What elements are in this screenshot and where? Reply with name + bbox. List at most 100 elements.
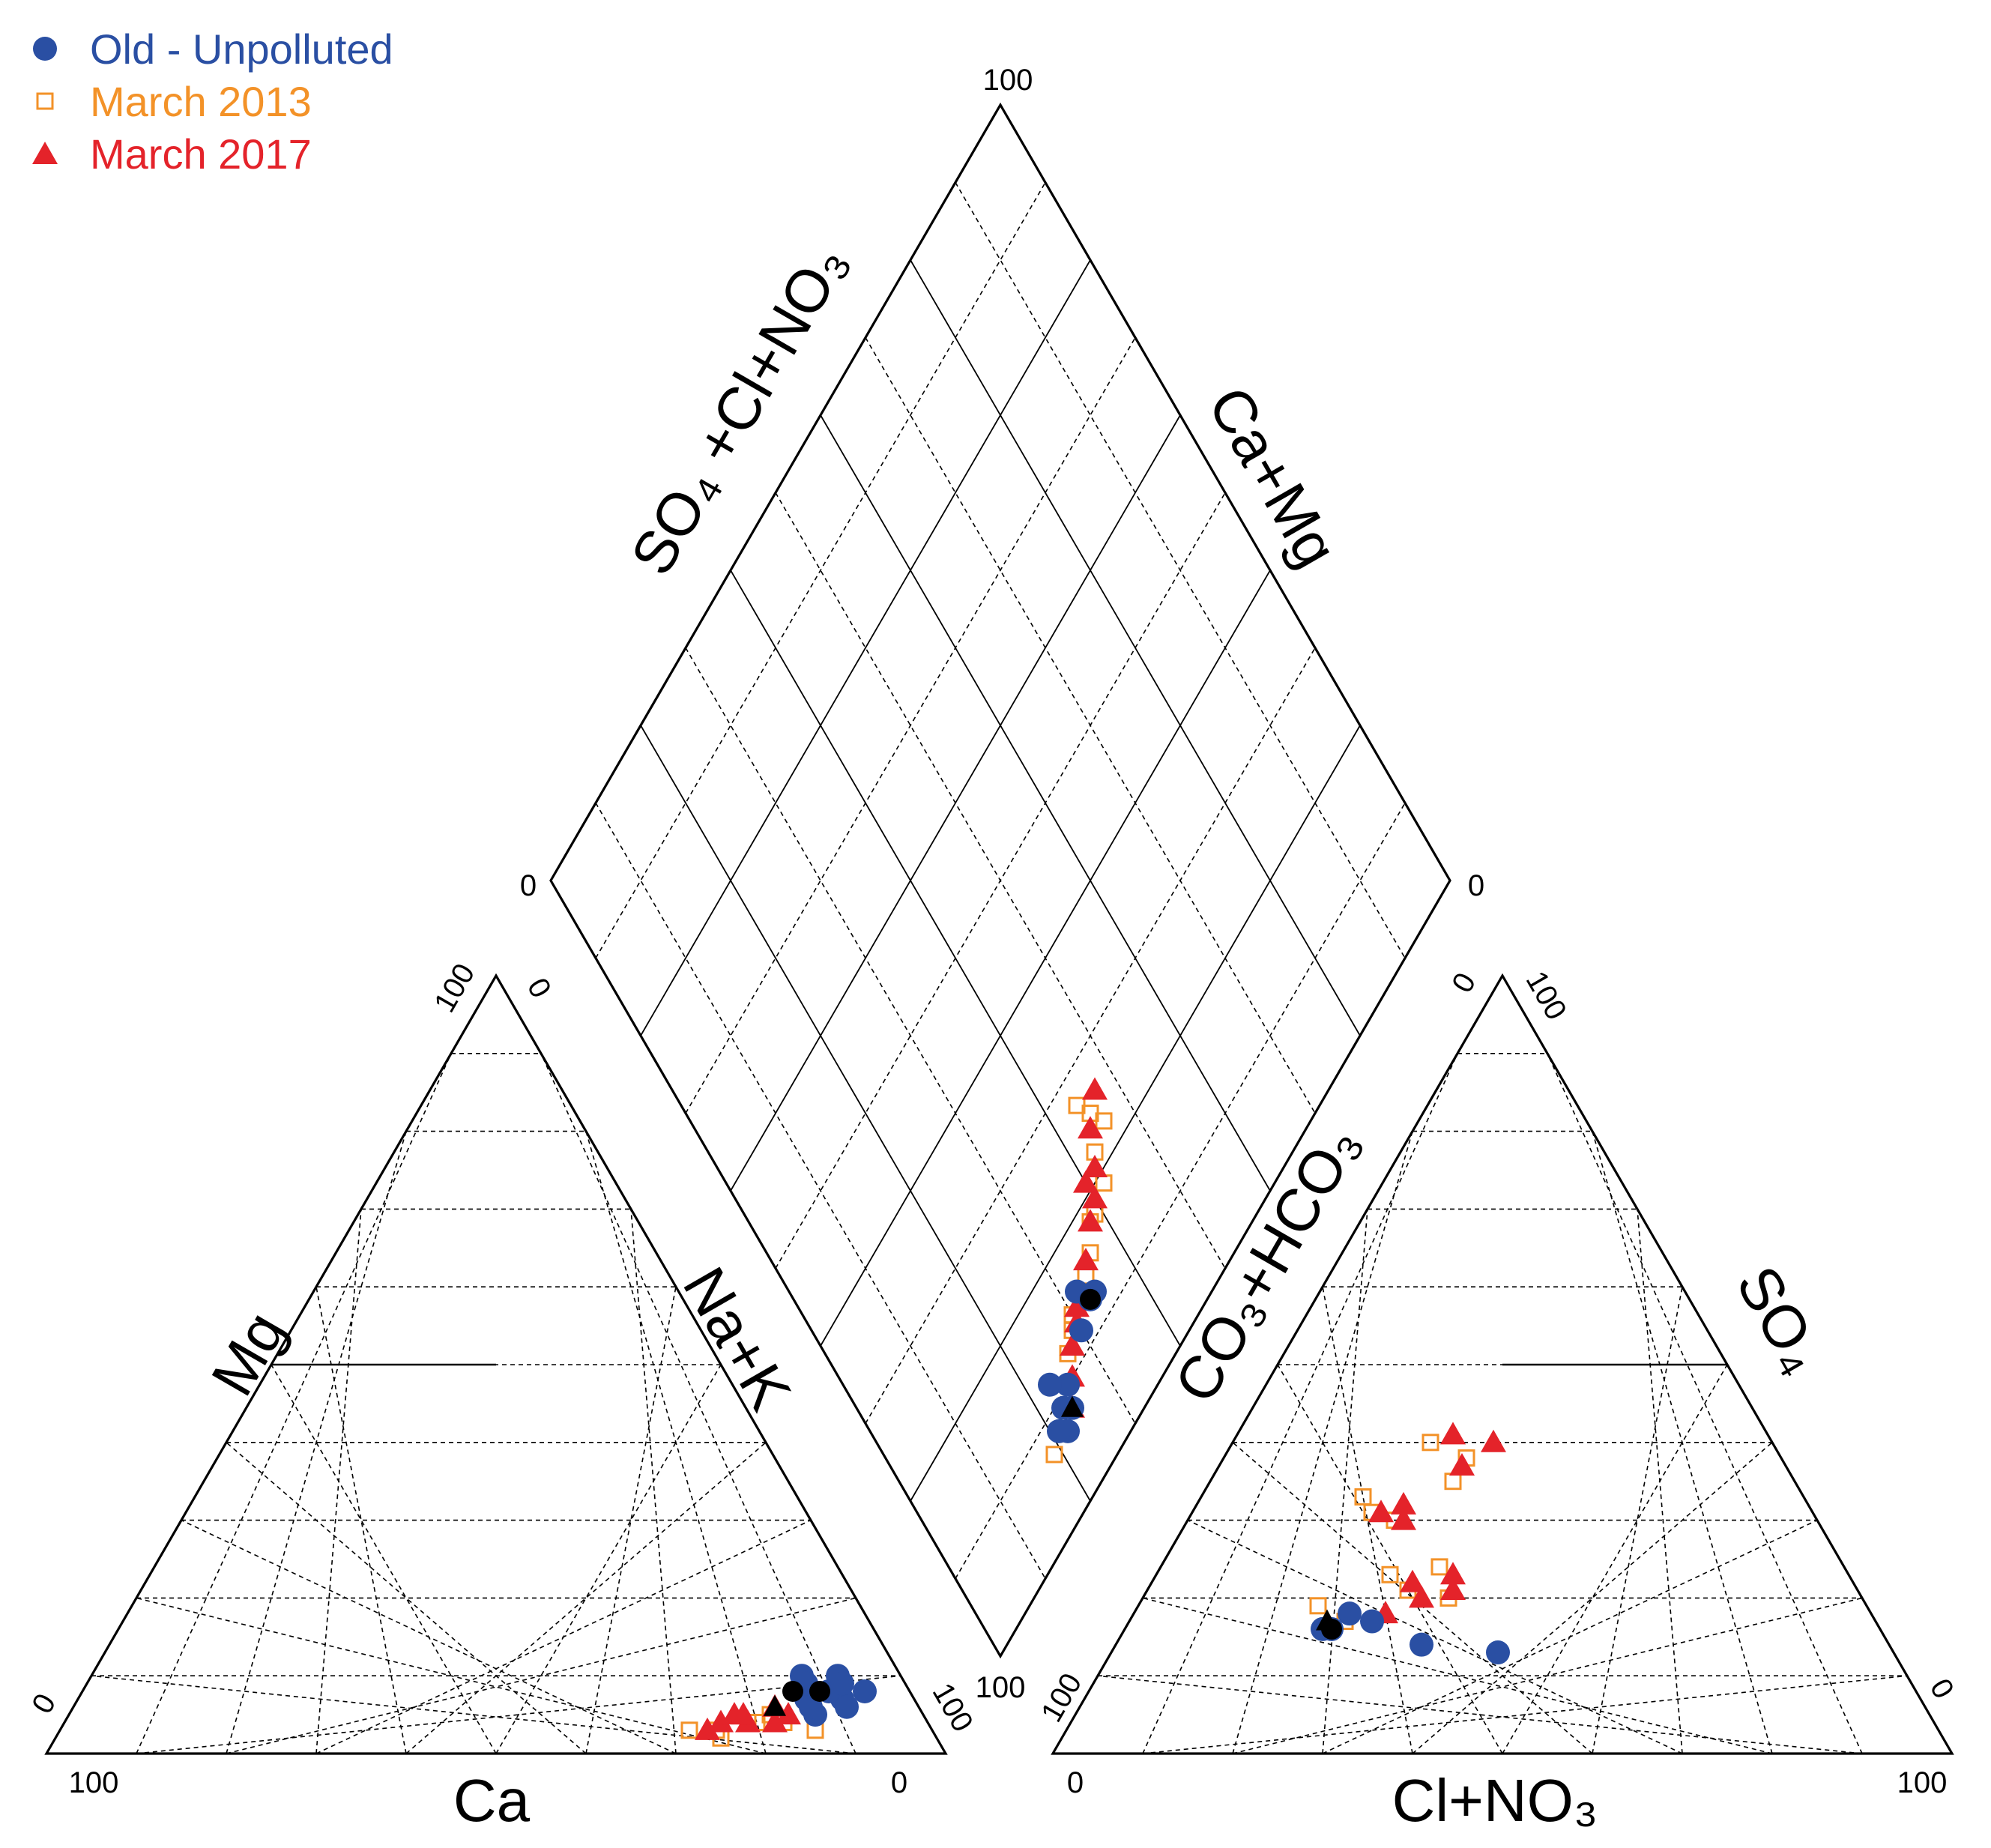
cation-triangle-grid-line xyxy=(271,1364,497,1754)
data-point-anion-old-unpolluted-0 xyxy=(1338,1601,1362,1626)
data-point-overlap-5 xyxy=(1061,1395,1084,1417)
diamond-grid-line xyxy=(865,647,1316,1424)
data-point-diamond-old-unpolluted-5 xyxy=(1038,1372,1062,1397)
anion-triangle-grid-line xyxy=(1547,1053,1863,1754)
anion-triangle-grid-line xyxy=(1412,1442,1773,1754)
data-point-cation-march-2013-6 xyxy=(680,1721,698,1739)
data-point-cation-march-2017-4 xyxy=(708,1709,734,1733)
data-point-anion-march-2017-10 xyxy=(1440,1562,1466,1585)
anion-triangle-grid-line xyxy=(1592,1131,1773,1754)
anion-triangle-grid-line xyxy=(1142,1597,1773,1754)
tick-diamond-left: 0 xyxy=(520,869,537,902)
tick-co3-100: 100 xyxy=(1035,1668,1088,1728)
tick-cl-100: 100 xyxy=(1897,1766,1948,1799)
legend-item-march-2013: March 2013 xyxy=(22,75,393,127)
data-point-anion-march-2017-3 xyxy=(1409,1585,1434,1608)
tick-diamond-right: 0 xyxy=(1468,869,1484,902)
legend-item-old-unpolluted: Old - Unpolluted xyxy=(22,22,393,75)
data-point-anion-march-2017-2 xyxy=(1391,1507,1416,1530)
legend-label: Old - Unpolluted xyxy=(90,25,393,73)
data-point-diamond-old-unpolluted-4 xyxy=(1056,1372,1080,1397)
data-point-diamond-march-2017-4 xyxy=(1064,1294,1090,1317)
anion-triangle-grid-line xyxy=(1232,1597,1863,1754)
data-point-diamond-march-2017-5 xyxy=(1073,1248,1099,1271)
square-marker-icon xyxy=(22,79,67,124)
diamond-frame xyxy=(549,102,1451,1659)
tick-nak-0: 0 xyxy=(521,973,558,1003)
cation-triangle-grid-line xyxy=(585,1287,677,1754)
data-point-diamond-old-unpolluted-6 xyxy=(1069,1318,1093,1343)
diamond-grid-line xyxy=(595,803,1046,1579)
cation-triangle-grid-line xyxy=(405,1442,767,1754)
cation-triangle-grid-line xyxy=(585,1131,767,1754)
cation-triangle-grid-line xyxy=(226,1442,587,1754)
data-point-diamond-old-unpolluted-1 xyxy=(1047,1419,1071,1443)
diamond-grid-line xyxy=(910,725,1361,1502)
data-point-cation-march-2017-5 xyxy=(695,1717,720,1740)
diamond-grid-line xyxy=(640,725,1091,1502)
grid-layer xyxy=(91,182,1908,1754)
diamond-grid-line xyxy=(955,803,1406,1579)
diamond-grid-line xyxy=(820,570,1271,1347)
axis-label-ca-mg: Ca+Mg xyxy=(1195,375,1350,578)
data-point-anion-march-2017-9 xyxy=(1449,1452,1475,1476)
tick-cl-0: 0 xyxy=(1067,1766,1084,1799)
anion-triangle-grid-line xyxy=(1232,1131,1413,1754)
data-point-diamond-march-2017-7 xyxy=(1082,1186,1108,1209)
tick-ca-0: 0 xyxy=(891,1766,907,1799)
data-point-diamond-march-2013-0 xyxy=(1045,1446,1063,1464)
data-point-anion-march-2013-1 xyxy=(1430,1558,1448,1576)
data-point-anion-march-2017-4 xyxy=(1400,1569,1425,1592)
data-point-cation-old-unpolluted-5 xyxy=(853,1679,877,1703)
data-point-anion-march-2013-4 xyxy=(1354,1488,1372,1506)
data-point-anion-old-unpolluted-4 xyxy=(1486,1640,1510,1665)
anion-triangle-grid-line xyxy=(1142,1053,1458,1754)
anion-triangle-grid-line xyxy=(1232,1442,1593,1754)
anion-triangle-grid-line xyxy=(1277,1364,1503,1754)
triangle-marker-icon xyxy=(22,131,67,176)
cation-triangle-grid-line xyxy=(136,1675,901,1754)
tick-diamond-bottom: 100 xyxy=(976,1671,1026,1704)
legend-item-march-2017: March 2017 xyxy=(22,127,393,180)
points-layer xyxy=(680,1077,1510,1747)
diamond-grid-line xyxy=(820,414,1271,1192)
diamond-grid-line xyxy=(955,182,1406,958)
tick-mg-0: 0 xyxy=(25,1688,62,1719)
cation-triangle-grid-line xyxy=(540,1053,856,1754)
tick-mg-100: 100 xyxy=(428,958,481,1018)
data-point-cation-march-2017-0 xyxy=(776,1702,801,1725)
data-point-anion-march-2017-0 xyxy=(1368,1500,1394,1523)
frame-layer xyxy=(44,102,1954,1755)
data-point-cation-old-unpolluted-4 xyxy=(835,1694,859,1719)
data-point-anion-march-2013-12 xyxy=(1444,1473,1462,1491)
diamond-grid-line xyxy=(640,259,1091,1036)
data-point-overlap-2 xyxy=(782,1680,803,1702)
anion-triangle-grid-line xyxy=(1502,1364,1728,1754)
diamond-grid-line xyxy=(865,337,1316,1114)
data-point-anion-old-unpolluted-3 xyxy=(1360,1609,1384,1634)
data-point-overlap-4 xyxy=(1316,1609,1338,1631)
data-point-diamond-march-2017-8 xyxy=(1073,1170,1099,1193)
legend-label: March 2017 xyxy=(90,130,312,178)
data-point-diamond-march-2017-10 xyxy=(1078,1116,1103,1139)
data-point-anion-march-2013-10 xyxy=(1422,1434,1439,1452)
data-point-anion-march-2017-6 xyxy=(1440,1577,1466,1601)
diamond-grid-line xyxy=(595,182,1046,958)
tick-so4-0: 0 xyxy=(1924,1673,1960,1704)
axis-label-cl-no3: Cl+NO₃ xyxy=(1392,1767,1598,1834)
anion-triangle-grid-line xyxy=(1142,1675,1908,1754)
data-point-cation-old-unpolluted-3 xyxy=(830,1671,854,1696)
data-point-diamond-march-2017-11 xyxy=(1082,1077,1108,1100)
cation-triangle-grid-line xyxy=(136,1053,452,1754)
tick-ca-100: 100 xyxy=(69,1766,119,1799)
cation-triangle-grid-line xyxy=(630,1209,677,1754)
cation-triangle-grid-line xyxy=(495,1364,722,1754)
data-point-anion-march-2017-8 xyxy=(1481,1429,1506,1452)
legend: Old - Unpolluted March 2013 March 2017 xyxy=(22,22,393,180)
data-point-anion-march-2013-6 xyxy=(1381,1565,1399,1583)
legend-label: March 2013 xyxy=(90,77,312,125)
tick-nak-100: 100 xyxy=(926,1678,979,1738)
data-point-anion-old-unpolluted-2 xyxy=(1410,1632,1433,1657)
data-point-diamond-march-2013-13 xyxy=(1068,1096,1086,1114)
